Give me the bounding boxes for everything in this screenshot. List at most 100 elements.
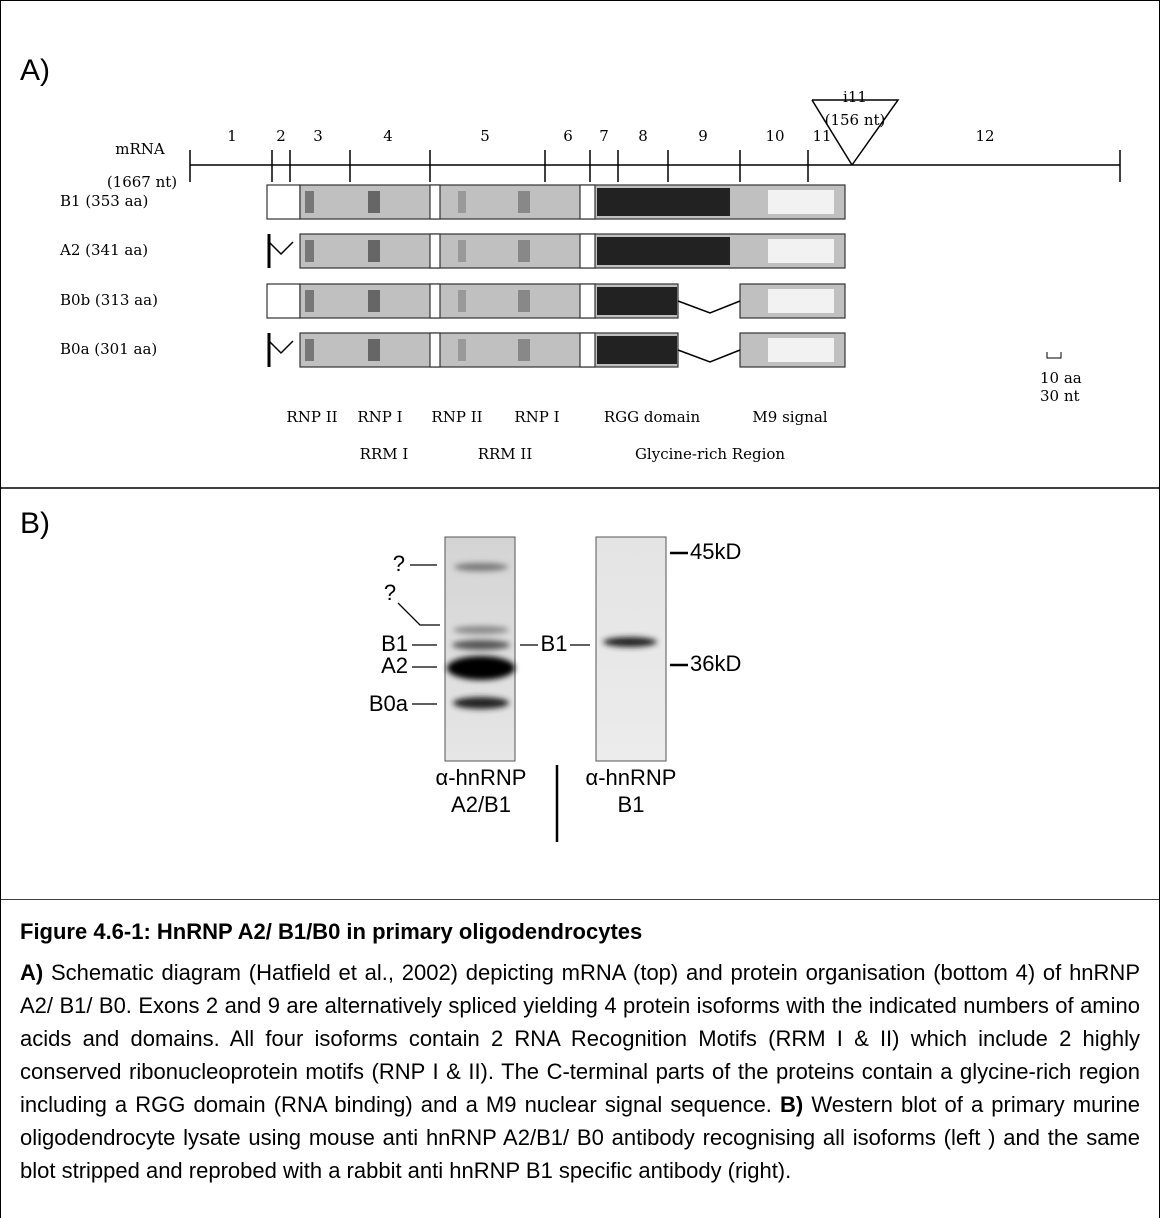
splice-link	[678, 350, 740, 362]
linker	[430, 185, 440, 219]
rgg-domain	[597, 287, 677, 315]
lane-label: A2/B1	[451, 792, 511, 817]
rnp-motif	[458, 339, 466, 361]
isoform-label: B0a (301 aa)	[60, 340, 157, 358]
exon-number: 1	[227, 127, 237, 145]
region-label: RRM I	[360, 445, 409, 463]
marker-label: ?	[393, 551, 405, 576]
linker	[580, 234, 595, 268]
caption-label: A)	[20, 960, 43, 985]
blot-band	[603, 637, 657, 647]
exon-number: 4	[383, 127, 393, 145]
page: A) mRNA (1667 nt) i11 (156 nt) 123456789…	[0, 0, 1160, 1218]
rnp-motif	[458, 191, 466, 213]
intron-length: (156 nt)	[825, 111, 886, 129]
m9-signal	[768, 338, 834, 362]
exon-number: 8	[638, 127, 648, 145]
blot-band	[453, 626, 509, 634]
lane-label: α-hnRNP	[586, 765, 677, 790]
caption-title: Figure 4.6-1: HnRNP A2/ B1/B0 in primary…	[20, 915, 1140, 948]
exon-number: 5	[480, 127, 490, 145]
isoform-label: B1 (353 aa)	[60, 192, 148, 210]
splice-mark	[269, 242, 293, 254]
blot-band	[454, 563, 508, 571]
rnp-motif	[518, 240, 530, 262]
protein-body	[300, 185, 845, 219]
rnp-motif	[305, 339, 314, 361]
size-label: 36kD	[690, 651, 741, 676]
rnp-motif	[518, 191, 530, 213]
scale-label: 30 nt	[1040, 387, 1080, 405]
protein-body	[300, 234, 845, 268]
exon-number: 3	[313, 127, 323, 145]
rnp-motif	[368, 240, 380, 262]
caption-label: B)	[780, 1092, 803, 1117]
caption: Figure 4.6-1: HnRNP A2/ B1/B0 in primary…	[20, 915, 1140, 1187]
rgg-domain	[597, 336, 677, 364]
lane-label: α-hnRNP	[436, 765, 527, 790]
rnp-motif	[458, 290, 466, 312]
exon2-block	[267, 284, 300, 318]
domain-label: RGG domain	[604, 408, 701, 426]
marker-label: ?	[384, 580, 396, 605]
exon2-block	[267, 185, 300, 219]
m9-signal	[768, 190, 834, 214]
rnp-motif	[518, 339, 530, 361]
scale-bar	[1047, 352, 1061, 358]
domain-label: RNP I	[357, 408, 402, 426]
rnp-motif	[458, 240, 466, 262]
domain-label: RNP I	[514, 408, 559, 426]
panel-label: B)	[20, 507, 50, 540]
exon-number: 7	[599, 127, 609, 145]
rgg-domain	[597, 188, 730, 216]
region-label: RRM II	[478, 445, 533, 463]
scale-label: 10 aa	[1040, 369, 1082, 387]
size-label: 45kD	[690, 539, 741, 564]
exon-number: 12	[975, 127, 994, 145]
lane-label: B1	[618, 792, 645, 817]
domain-label: RNP II	[431, 408, 482, 426]
exon-number: 2	[276, 127, 286, 145]
exon-number: 9	[698, 127, 708, 145]
exon-number: 6	[563, 127, 573, 145]
intron-label: i11	[843, 88, 867, 106]
marker-line	[398, 603, 440, 625]
isoform-label: B0b (313 aa)	[60, 291, 158, 309]
linker	[430, 333, 440, 367]
domain-label: M9 signal	[752, 408, 827, 426]
linker	[430, 284, 440, 318]
blot-lane	[596, 537, 666, 761]
rgg-domain	[597, 237, 730, 265]
rnp-motif	[368, 339, 380, 361]
marker-label: A2	[381, 653, 408, 678]
rnp-motif	[305, 290, 314, 312]
rnp-motif	[368, 191, 380, 213]
rnp-motif	[518, 290, 530, 312]
blot-band	[453, 697, 509, 709]
exon-number: 11	[812, 127, 831, 145]
domain-label: RNP II	[286, 408, 337, 426]
blot-band	[452, 640, 510, 650]
m9-signal	[768, 239, 834, 263]
linker	[580, 284, 595, 318]
blot-band	[447, 656, 515, 680]
mrna-length: (1667 nt)	[107, 173, 177, 191]
splice-link	[678, 301, 740, 313]
marker-label: B1	[541, 631, 568, 656]
marker-label: B0a	[369, 691, 409, 716]
splice-mark	[269, 341, 293, 353]
mrna-label: mRNA	[115, 140, 165, 158]
panel-label: A)	[20, 54, 50, 87]
exon-number: 10	[765, 127, 784, 145]
linker	[580, 185, 595, 219]
caption-text: A) Schematic diagram (Hatfield et al., 2…	[20, 956, 1140, 1187]
rnp-motif	[305, 191, 314, 213]
isoform-label: A2 (341 aa)	[59, 241, 148, 259]
region-label: Glycine-rich Region	[635, 445, 785, 463]
rnp-motif	[305, 240, 314, 262]
linker	[580, 333, 595, 367]
m9-signal	[768, 289, 834, 313]
rnp-motif	[368, 290, 380, 312]
linker	[430, 234, 440, 268]
